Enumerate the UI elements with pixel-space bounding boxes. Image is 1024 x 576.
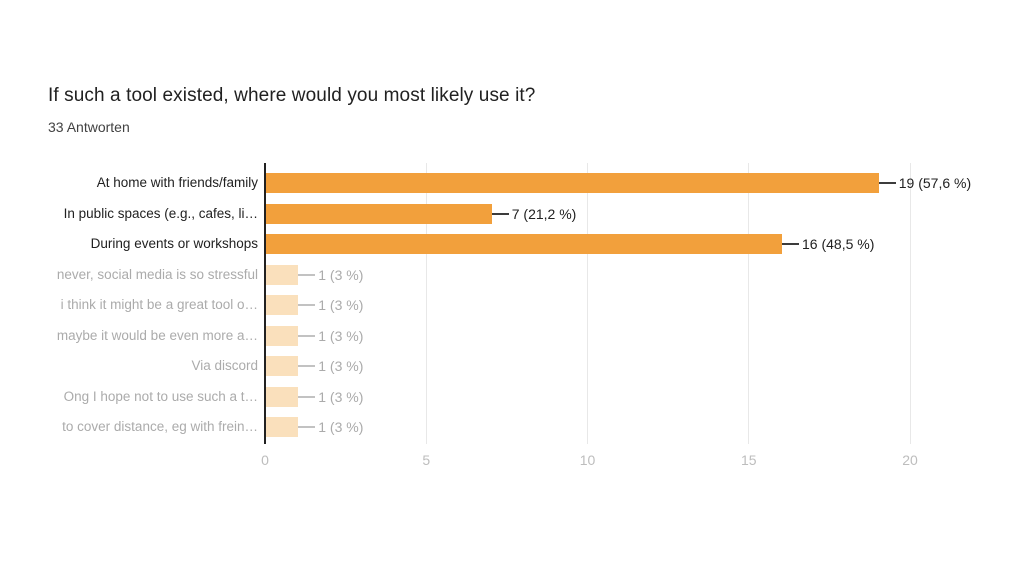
category-label: At home with friends/family [96, 175, 258, 190]
bar-row: 1 (3 %) [266, 386, 1006, 407]
value-label: 1 (3 %) [318, 358, 364, 374]
category-label: i think it might be a great tool o… [60, 297, 258, 312]
bar-connector [782, 243, 799, 245]
value-label: 1 (3 %) [318, 388, 364, 405]
bar-row: 1 (3 %) [266, 417, 1006, 437]
question-title: If such a tool existed, where would you … [48, 85, 536, 106]
value-label: 1 (3 %) [318, 266, 364, 283]
bar-row: 1 (3 %) [266, 295, 1006, 315]
category-label: to cover distance, eg with frein… [62, 419, 258, 434]
value-label: 1 (3 %) [318, 327, 364, 344]
bar-row: 19 (57,6 %) [266, 173, 1006, 193]
bar [266, 264, 299, 285]
y-axis-line [264, 163, 266, 444]
x-tick-label-5: 5 [422, 452, 431, 468]
bar-connector [298, 273, 316, 276]
answer-count: 33 Antworten [48, 119, 130, 135]
category-label: Ong I hope not to use such a t… [63, 388, 258, 404]
bar [266, 386, 299, 407]
category-label: Via discord [191, 358, 258, 373]
value-label: 16 (48,5 %) [802, 236, 875, 252]
bar [266, 417, 299, 437]
category-label: During events or workshops [90, 236, 258, 251]
value-label: 1 (3 %) [318, 297, 364, 313]
bar-connector [878, 182, 896, 184]
value-label: 1 (3 %) [318, 419, 364, 435]
x-tick-label-10: 10 [579, 452, 596, 468]
x-tick-label-15: 15 [740, 452, 757, 468]
bar [266, 356, 299, 376]
bar-row: 1 (3 %) [266, 325, 1006, 346]
bar [266, 325, 299, 346]
category-label: In public spaces (e.g., cafes, li… [63, 205, 258, 221]
gridline-5 [425, 163, 427, 444]
bar-chart-plot-area: 19 (57,6 %) 7 (21,2 %) 16 (48,5 %) 1 (3 %) 1… [264, 163, 971, 444]
bar-row: 16 (48,5 %) [266, 234, 1006, 254]
value-label: 7 (21,2 %) [511, 205, 577, 222]
bar-connector [298, 365, 316, 367]
x-tick-label-0: 0 [261, 452, 269, 468]
gridline-15 [748, 163, 750, 444]
bar [266, 203, 492, 224]
bar [266, 173, 879, 193]
bar-connector [298, 304, 316, 306]
category-label: never, social media is so stressful [56, 266, 258, 282]
bar-connector [298, 395, 316, 398]
bar-connector [298, 426, 316, 428]
bar [266, 234, 782, 254]
bar-row: 7 (21,2 %) [266, 203, 1006, 224]
value-label: 19 (57,6 %) [898, 175, 972, 191]
bar [266, 295, 299, 315]
category-label: maybe it would be even more a… [56, 327, 258, 343]
x-tick-label-20: 20 [902, 452, 918, 468]
gridline-20 [909, 163, 911, 444]
bar-row: 1 (3 %) [266, 356, 1006, 376]
bar-connector [491, 212, 509, 215]
gridline-10 [587, 163, 588, 444]
bar-connector [298, 334, 316, 337]
bar-row: 1 (3 %) [266, 264, 1006, 285]
